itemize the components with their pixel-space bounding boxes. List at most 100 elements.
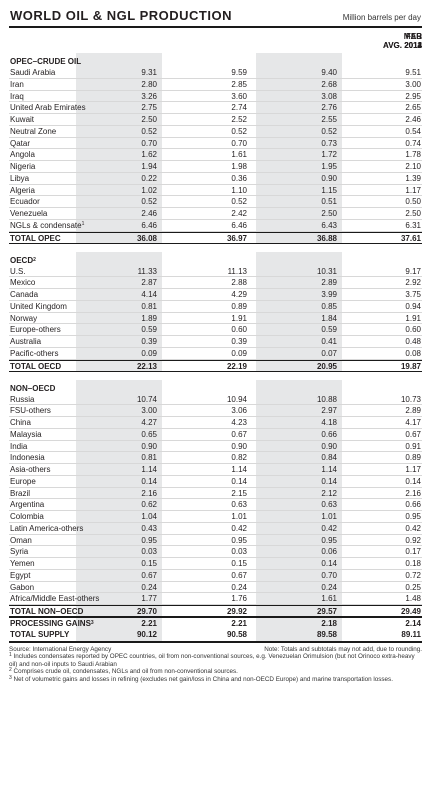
row-label: Norway [10,313,37,325]
shade-col-mar-2014 [76,312,162,324]
shade-col-avg-2013 [256,137,342,149]
value-cell: 0.52 [231,197,247,207]
shade-col-mar-2014 [76,593,162,604]
value-cell: 0.51 [321,197,337,207]
section-heading-label: OPEC–CRUDE OIL [10,55,81,69]
shade-col-mar-2014 [76,546,162,557]
value-cell: 0.72 [405,570,421,580]
shade-col-avg-2013 [256,428,342,440]
value-cell: 1.17 [405,185,421,195]
row-label: Russia [10,394,34,406]
shade-col-avg-2013 [256,196,342,207]
value-cell: 0.15 [231,559,247,568]
value-cell: 0.59 [141,325,157,335]
shade-col-mar-2014 [76,475,162,487]
value-cell: 0.39 [231,337,247,346]
row-label-text: Africa/Middle East-others [10,594,100,604]
section-heading-text: OPEC–CRUDE OIL [10,57,82,66]
row-label: Nigeria [10,161,35,173]
shade-col-avg-2013 [256,593,342,604]
row-label-text: Iraq [10,91,24,101]
processing-gains-row: PROCESSING GAINS3 2.21 2.21 2.18 2.14 [9,617,422,629]
footnote-3: 3 Net of volumetric gains and losses in … [9,674,393,683]
value-cell: 1.14 [231,465,247,474]
table-row: Oman 0.95 0.95 0.95 0.92 [9,534,422,547]
shade-col-mar-2014 [76,149,162,160]
value-cell: 0.84 [321,453,337,463]
value-cell: 3.60 [231,91,247,101]
row-label-text: Yemen [10,559,35,568]
shade-col-avg-2013 [256,336,342,347]
value-cell: 2.16 [405,488,421,498]
row-label: Iraq [10,91,24,103]
footnote-1: 1 Includes condensates reported by OPEC … [9,652,415,668]
shade-col-avg-2013 [256,452,342,463]
shade-col-avg-2013 [256,184,342,196]
value-cell: 3.08 [321,91,337,101]
row-label-text: United Arab Emirates [10,103,86,113]
shade-col-mar-2014 [76,606,162,616]
value-cell: 4.17 [405,418,421,427]
value-cell: 3.75 [405,290,421,299]
value-cell: 0.24 [231,582,247,592]
table-row: Brazil 2.16 2.15 2.12 2.16 [9,487,422,500]
total-row: TOTAL NON–OECD 29.70 29.92 29.57 29.49 [9,605,422,617]
table-row: Malaysia 0.65 0.67 0.66 0.67 [9,428,422,441]
value-cell: 1.91 [405,313,421,323]
row-label: Brazil [10,488,30,500]
shade-col-avg-2013 [256,499,342,510]
value-cell: 4.14 [141,290,157,299]
shade-col-mar-2014 [76,172,162,184]
shade-col-mar-2014 [76,393,162,405]
row-label-text: Saudi Arabia [10,68,56,77]
value-cell: 1.01 [321,512,337,521]
column-header-row: MAR 2014 FEB 2014 AVG. 2013 AVG. 2012 [9,28,422,53]
row-label: Asia-others [10,464,50,476]
value-cell: 2.50 [141,115,157,124]
row-label-text: Algeria [10,185,35,195]
shade-col-mar-2014 [76,405,162,416]
value-cell: 10.31 [316,266,337,276]
value-cell: 0.18 [405,559,421,568]
value-cell: 2.16 [141,488,157,498]
row-label-text: India [10,441,28,451]
section-heading-label: NON–OECD [10,382,55,396]
value-cell: 0.14 [321,559,337,568]
table-row: Venezuela 2.46 2.42 2.50 2.50 [9,208,422,220]
table-body: OPEC–CRUDE OIL Saudi Arabia 9.31 9.59 9.40 9.… [9,53,422,641]
value-cell: 2.21 [141,619,157,628]
page-title: WORLD OIL & NGL PRODUCTION [10,8,232,23]
value-cell: 6.46 [231,220,247,230]
shade-col-avg-2013 [256,289,342,300]
value-cell: 9.59 [231,68,247,77]
row-label-text: Egypt [10,570,31,580]
total-label: TOTAL NON–OECD [10,607,84,616]
row-label: Malaysia [10,429,42,441]
shade-col-mar-2014 [76,67,162,78]
value-cell: 1.76 [231,594,247,604]
table-row: Saudi Arabia 9.31 9.59 9.40 9.51 [9,67,422,79]
value-cell: 22.13 [136,361,157,371]
row-label: FSU-others [10,405,51,417]
shade-col-avg-2013 [256,312,342,324]
table-row: United Kingdom 0.81 0.89 0.85 0.94 [9,300,422,313]
row-label: Argentina [10,499,44,511]
row-label: Venezuela [10,208,47,220]
shade-col-mar-2014 [76,522,162,534]
shade-col-mar-2014 [76,324,162,335]
shade-col-mar-2014 [76,379,162,394]
footnotes: Source: International Energy Agency Note… [9,643,422,684]
total-label: TOTAL OPEC [10,233,61,243]
row-label: India [10,441,27,453]
shade-col-mar-2014 [76,208,162,219]
shade-col-avg-2013 [256,546,342,557]
row-label: Latin America-others [10,523,83,535]
value-cell: 1.62 [141,150,157,160]
value-cell: 3.26 [141,91,157,101]
section-gap [9,372,422,380]
value-cell: 0.95 [231,535,247,545]
section-gap [9,244,422,252]
value-cell: 0.03 [231,547,247,557]
shade-col-mar-2014 [76,277,162,288]
value-cell: 2.18 [321,619,337,628]
